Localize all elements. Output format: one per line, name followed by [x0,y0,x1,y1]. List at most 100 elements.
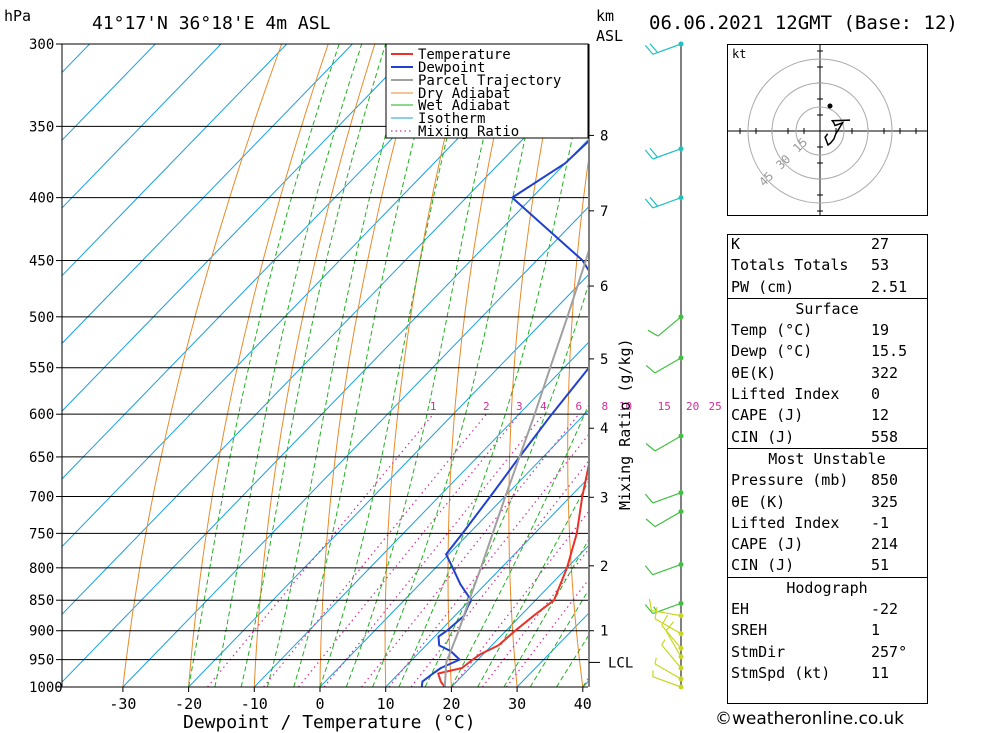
temperature-curve [437,464,588,687]
wet-adiabat-line [240,44,387,687]
mixing-ratio-label: 3 [516,400,523,413]
index-row: Temp (°C) 19 [727,320,927,341]
wind-barbs [644,41,684,690]
index-row: StmDir 257° [727,642,927,663]
wet-adiabat-line [477,481,588,687]
wind-barb-feather [645,443,656,452]
index-value: 2.51 [871,277,908,296]
isotherm-line [253,342,588,687]
temperature-tick-label: 20 [442,695,460,713]
index-label: PW (cm) [731,277,795,296]
wind-barb [661,624,682,649]
wet-adiabat-line [398,60,588,687]
isotherm-line [62,44,419,412]
mixing-ratio-line [263,413,487,687]
isotherm-line [62,44,353,345]
wind-barb-feather [647,329,659,337]
index-value: 322 [871,363,899,382]
wet-adiabat-line [214,44,363,687]
km-tick-label: 1 [600,624,608,640]
section-title: Most Unstable [727,447,927,471]
section-header-most-unstable: Most Unstable [727,447,927,471]
dry-adiabat-line [508,44,562,687]
wet-adiabat-line [424,284,588,687]
index-row-pw: PW (cm) 2.51 [727,277,927,299]
wind-barb-feather [654,657,657,665]
wet-adiabat-line [188,44,340,687]
temperature-tick-label: -10 [241,695,268,713]
index-label: EH [731,600,750,619]
wind-barb [654,357,682,374]
index-label: K [731,235,741,253]
mixing-ratio-label: 2 [483,400,490,413]
index-row: CAPE (J) 214 [727,534,927,555]
pressure-label: 750 [29,526,54,542]
mixing-ratio-label: 10 [619,400,632,413]
wind-barb-feather [645,364,656,374]
index-row: CIN (J) 51 [727,555,927,577]
pressure-label: 1000 [29,680,63,696]
wet-adiabat-line [319,44,472,687]
pressure-label: 850 [29,593,54,609]
mixing-ratio-line [207,413,434,687]
dewpoint-curve [420,140,588,687]
pressure-label: 500 [29,310,54,326]
x-axis-title: Dewpoint / Temperature (°C) [183,712,476,733]
isotherm-line [62,44,156,141]
hodograph-storm-motion-marker [827,103,833,109]
pressure-label: 700 [29,490,54,506]
pressure-unit-label: hPa [4,7,31,25]
wind-barb [654,663,682,680]
legend-label-wet-adiabat: Wet Adiabat [418,98,511,114]
index-label: Lifted Index [731,513,840,532]
isotherm-line [62,71,588,616]
dry-adiabat-line [980,44,1000,687]
isotherm-line [62,139,588,683]
index-value: 214 [871,535,899,554]
temperature-tick-label: 10 [377,695,395,713]
wind-barb-feather [649,196,658,207]
wind-barb [652,676,682,688]
km-tick-label: 6 [600,279,608,295]
temperature-tick-label: -20 [175,695,202,713]
wind-barb-feather [654,607,658,619]
km-tick-label: 2 [600,559,608,575]
index-label: StmSpd (kt) [731,663,831,682]
mixing-ratio-label: 6 [576,400,583,413]
datetime-title: 06.06.2021 12GMT (Base: 12) [649,12,958,34]
wet-adiabat-line [345,44,507,687]
km-tick-label: 7 [600,204,608,220]
wind-barb-feather [648,598,653,611]
wind-level-dot [678,509,684,515]
wind-barb-feather [644,149,654,160]
wind-barb [665,630,682,658]
index-value: 558 [871,427,899,446]
index-label: CIN (J) [731,556,795,575]
wind-barb [652,43,682,55]
wind-barb [652,563,682,576]
index-row: θE(K) 322 [727,363,927,384]
legend-label-isotherm: Isotherm [418,111,485,127]
index-row: θE (K) 325 [727,492,927,513]
pressure-label: 800 [29,561,54,577]
wind-barb-feather [649,147,658,158]
index-label: Temp (°C) [731,321,813,340]
isotherm-line [62,44,485,480]
index-label: Totals Totals [731,256,849,275]
mixing-ratio-label: 4 [540,400,547,413]
wind-barb [654,511,682,528]
index-label: θE(K) [731,363,777,382]
isotherm-line [62,44,550,548]
mixing-ratio-label: 25 [709,400,722,413]
parcel-trajectory-curve [443,250,588,687]
pressure-label: 650 [29,450,54,466]
index-label: SREH [731,621,768,640]
index-value: 0 [871,385,881,404]
isotherm-line [62,44,288,277]
index-row: Lifted Index -1 [727,513,927,534]
index-value: 51 [871,556,890,575]
wind-barb-feather [644,44,654,55]
credit-link[interactable]: ©weatheronline.co.uk [715,709,905,729]
